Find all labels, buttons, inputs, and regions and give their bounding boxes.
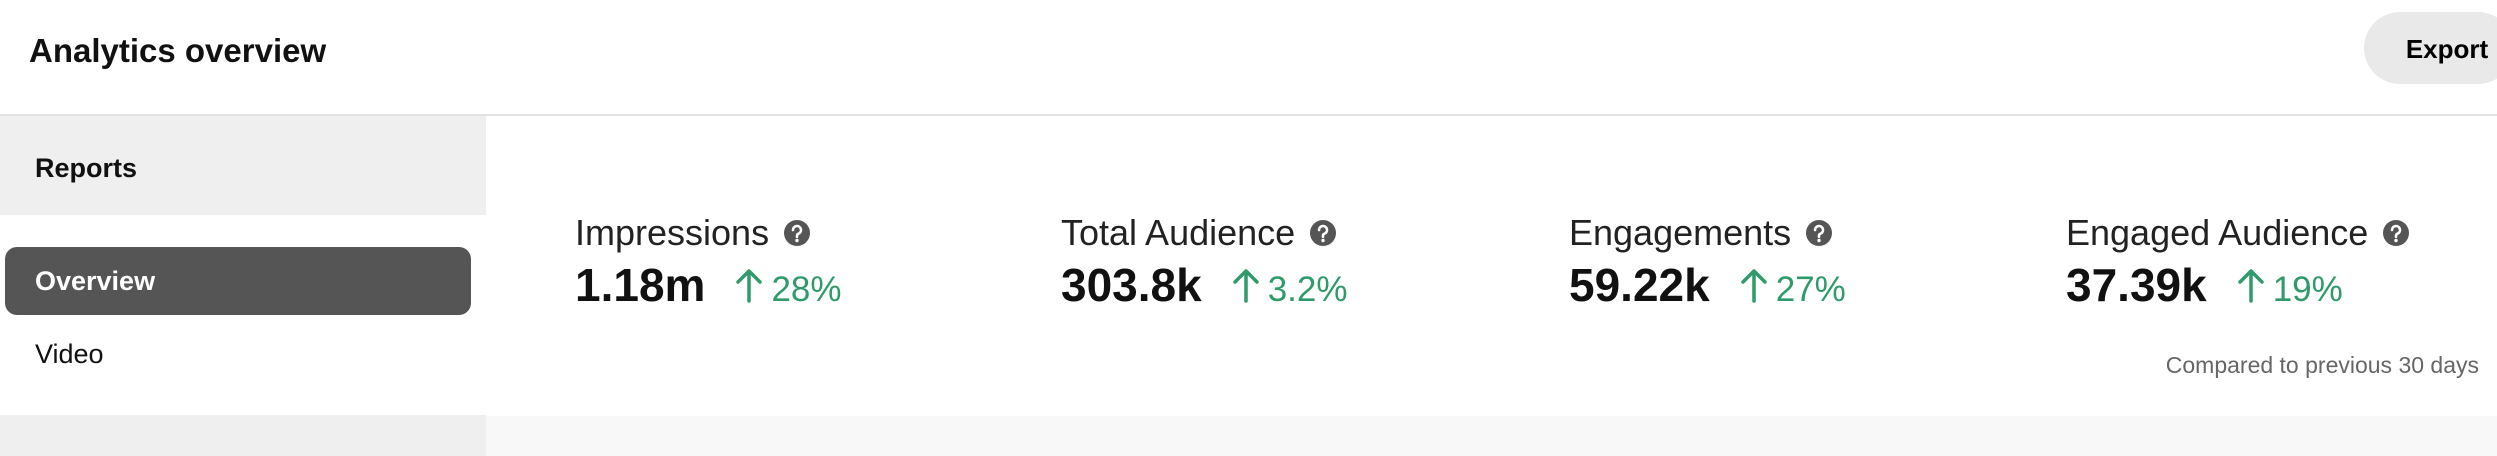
metric-label-row: Engaged Audience [2066, 212, 2410, 254]
help-icon [2383, 220, 2410, 246]
comparison-note: Compared to previous 30 days [2165, 352, 2479, 378]
up-arrow [736, 269, 763, 303]
header: Analytics overview Export [0, 0, 2497, 116]
metric-value-row: 1.18m 28% [575, 258, 842, 312]
metric-value: 303.8k [1061, 259, 1202, 311]
up-arrow [1740, 269, 1767, 303]
metric-label-row: Impressions [575, 212, 842, 254]
nav-item[interactable]: Overview [5, 247, 471, 315]
metric: Total Audience 303.8k 3.2% [1061, 212, 1347, 312]
metric-value: 59.22k [1569, 259, 1710, 311]
metric-label: Engagements [1569, 212, 1792, 253]
metric-value-row: 37.39k 19% [2066, 258, 2410, 312]
metric: Impressions 1.18m 28% [575, 212, 842, 312]
metric-value: 37.39k [2066, 259, 2207, 311]
page-title: Analytics overview [29, 32, 327, 69]
metric-label: Impressions [575, 212, 770, 253]
metric-value: 1.18m [575, 259, 706, 311]
up-arrow [1232, 269, 1259, 303]
metric-change: 3.2% [1267, 270, 1348, 309]
help-icon [1806, 220, 1833, 246]
metric-change: 28% [771, 270, 842, 309]
metric-value-row: 59.22k 27% [1569, 258, 1846, 312]
metric: Engaged Audience 37.39k 19% [2066, 212, 2410, 312]
metric-label-row: Engagements [1569, 212, 1846, 254]
sidebar-section: Reports [35, 153, 138, 183]
help-icon [1310, 220, 1337, 246]
metric: Engagements 59.22k 27% [1569, 212, 1846, 312]
help-icon [784, 220, 811, 246]
metric-change: 19% [2272, 270, 2343, 309]
metric-label: Engaged Audience [2066, 212, 2369, 253]
export-button[interactable]: Export [2364, 12, 2497, 84]
nav-item[interactable]: Video [35, 339, 104, 369]
up-arrow [2237, 269, 2264, 303]
metric-change: 27% [1775, 270, 1846, 309]
metric-label-row: Total Audience [1061, 212, 1347, 254]
metric-value-row: 303.8k 3.2% [1061, 258, 1347, 312]
metric-label: Total Audience [1061, 212, 1296, 253]
content-footer [486, 416, 2497, 456]
